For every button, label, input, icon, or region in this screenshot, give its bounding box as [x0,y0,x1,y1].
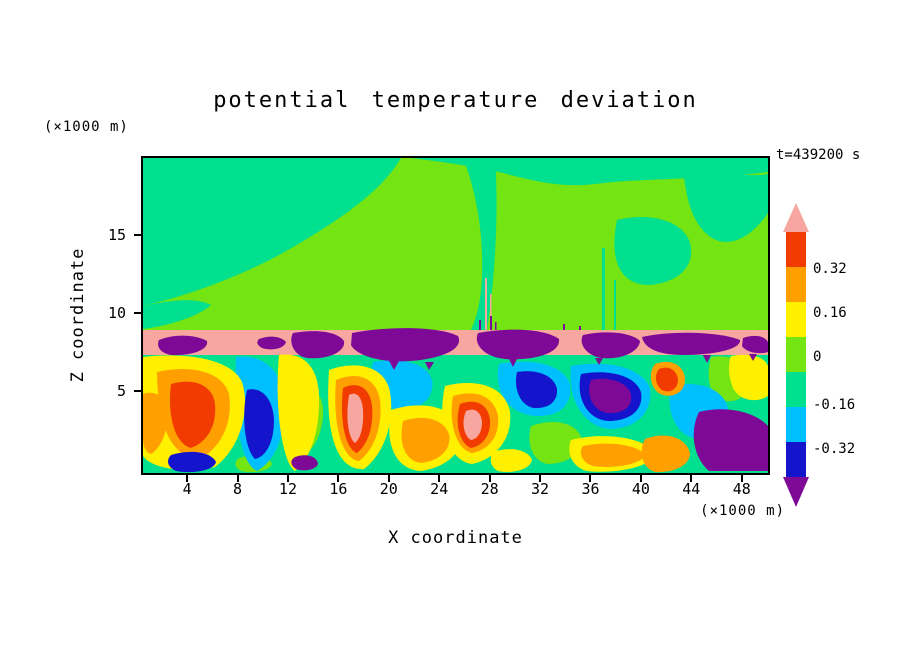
x-axis-units-label: (×1000 m) [660,503,785,519]
y-tick-mark [134,234,141,236]
colorbar-tick-label: -0.32 [813,441,855,457]
x-tick-mark [237,475,239,482]
x-tick-mark [438,475,440,482]
x-tick-label: 4 [183,480,192,498]
plot-frame [141,156,770,475]
colorbar-band-blue [786,442,806,477]
x-tick-mark [640,475,642,482]
x-tick-mark [539,475,541,482]
colorbar-band-chartreuse [786,337,806,372]
colorbar-tick-label: 0.32 [813,261,847,277]
colorbar-tick-label: 0.16 [813,305,847,321]
x-tick-label: 40 [632,480,650,498]
y-tick-label: 10 [88,304,126,322]
y-axis-units-label: (×1000 m) [44,119,129,135]
x-tick-label: 36 [581,480,599,498]
x-tick-mark [690,475,692,482]
x-tick-mark [489,475,491,482]
x-tick-mark [186,475,188,482]
x-tick-mark [287,475,289,482]
colorbar-band-cyan [786,407,806,442]
colorbar-band-orange [786,267,806,302]
colorbar-band-red [786,232,806,267]
colorbar [783,203,809,507]
x-tick-mark [589,475,591,482]
timestamp-label: t=439200 s [776,147,860,163]
y-tick-label: 15 [88,226,126,244]
x-tick-label: 16 [329,480,347,498]
colorbar-tick-label: -0.16 [813,397,855,413]
x-tick-label: 44 [682,480,700,498]
x-tick-label: 32 [531,480,549,498]
y-tick-label: 5 [88,382,126,400]
x-tick-label: 28 [481,480,499,498]
chart-title: potential temperature deviation [143,88,768,113]
x-tick-label: 12 [279,480,297,498]
x-tick-label: 48 [733,480,751,498]
colorbar-bottom-arrow [783,477,809,507]
colorbar-band-spring_green [786,372,806,407]
x-tick-mark [741,475,743,482]
figure-canvas: potential temperature deviation (×1000 m… [0,0,904,654]
x-tick-label: 24 [430,480,448,498]
y-axis-label: Z coordinate [68,248,88,383]
x-tick-label: 20 [380,480,398,498]
x-axis-label: X coordinate [143,528,768,548]
colorbar-band-yellow [786,302,806,337]
x-tick-mark [388,475,390,482]
x-tick-mark [337,475,339,482]
colorbar-tick-label: 0 [813,349,821,365]
x-tick-label: 8 [233,480,242,498]
y-tick-mark [134,312,141,314]
colorbar-top-arrow [783,203,809,232]
y-tick-mark [134,390,141,392]
